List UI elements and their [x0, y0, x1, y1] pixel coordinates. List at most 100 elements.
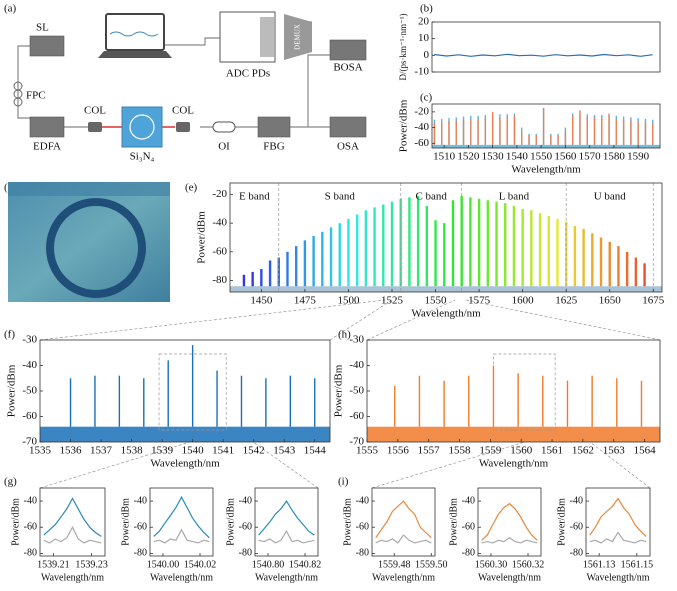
x-tick-label: 1600: [512, 295, 535, 307]
plot-frame: [39, 487, 106, 557]
y-tick-label: 10: [418, 32, 430, 44]
panel-label: (g): [4, 476, 17, 488]
y-tick-label: -80: [239, 548, 252, 559]
plot-frame: [585, 487, 651, 557]
plot-area: [375, 500, 432, 544]
y-tick-label: -80: [356, 548, 369, 559]
osa-box: [329, 116, 367, 138]
x-tick-label: 1650: [599, 295, 622, 307]
y-tick-label: -60: [462, 522, 475, 533]
series-line: [258, 500, 315, 536]
label: BOSA: [333, 62, 362, 74]
plot-area: [230, 195, 662, 292]
y-tick-label: -60: [356, 522, 369, 533]
plot-frame: [371, 487, 436, 557]
panel-label: (e): [185, 182, 198, 194]
x-tick-label: 1541: [212, 445, 234, 457]
x-tick-label: 1535: [29, 445, 52, 457]
x-tick-label: 1559.48: [378, 559, 411, 570]
x-tick-label: 1556: [387, 445, 410, 457]
x-tick-label: 1590: [627, 151, 650, 163]
plot-area: [434, 53, 653, 57]
series-line: [589, 497, 647, 537]
y-axis-label: Power/dBm: [448, 498, 459, 546]
y-tick-label: -60: [212, 245, 227, 257]
y-tick-label: -20: [414, 105, 429, 117]
chart-panel: -20 -40 -60 1510 1520 1530 1540 1550 1560 1570 158…: [398, 92, 661, 176]
label: COL: [172, 105, 194, 117]
y-axis-label: Power/dBm: [333, 364, 345, 417]
panel-label: (h): [338, 329, 351, 341]
plot-area: [481, 502, 538, 544]
y-tick-label: -60: [570, 522, 583, 533]
y-axis-label: Power/dBm: [342, 498, 353, 546]
x-tick-label: 1550: [425, 295, 448, 307]
x-tick-label: 1559.50: [415, 559, 448, 570]
label: Si₃N₄: [130, 151, 155, 163]
chip: [121, 106, 163, 148]
noise-floor: [230, 286, 662, 292]
bosa-box: [329, 39, 367, 61]
y-tick-label: -60: [414, 137, 429, 149]
series-line: [481, 502, 538, 541]
plot-area: [43, 497, 102, 544]
band-label: S band: [325, 191, 356, 203]
y-tick-label: -40: [24, 495, 37, 506]
laptop-screen: [105, 13, 165, 51]
fpc-coil: [13, 81, 23, 107]
y-tick-label: -60: [349, 410, 364, 422]
x-tick-label: 1562: [572, 445, 594, 457]
x-tick-label: 1540: [182, 445, 205, 457]
isolator: [212, 121, 236, 133]
plot-area: [367, 365, 660, 442]
plot-frame: [431, 21, 661, 73]
x-tick-label: 1625: [555, 295, 578, 307]
panel-label: (a): [4, 3, 17, 15]
band-label: L band: [499, 191, 530, 203]
x-tick-label: 1564: [634, 445, 657, 457]
x-tick-label: 1557: [418, 445, 441, 457]
ring: [129, 114, 155, 140]
series-line: [589, 531, 647, 544]
plot-area: [432, 107, 660, 148]
panel-label: (b): [420, 3, 433, 15]
y-tick-label: -50: [349, 385, 364, 397]
x-tick-label: 1580: [603, 151, 626, 163]
x-tick-label: 1675: [642, 295, 665, 307]
y-tick-label: -60: [24, 522, 37, 533]
series-line: [43, 497, 102, 537]
label: DEMUX: [294, 24, 302, 50]
x-tick-label: 1550: [530, 151, 553, 163]
y-tick-label: -60: [239, 522, 252, 533]
photodiodes: [260, 17, 274, 57]
y-tick-label: 20: [418, 16, 430, 28]
y-tick-label: -80: [134, 548, 147, 559]
y-axis-label: Power/dBm: [6, 364, 18, 417]
chart-panel: -40 -60 -80 1559.48 1559.50 Wavelength/nm Powe…: [338, 476, 448, 584]
band-label: U band: [594, 191, 627, 203]
x-tick-label: 1538: [121, 445, 144, 457]
x-tick-label: 1559: [479, 445, 502, 457]
series-line: [375, 500, 432, 539]
y-axis-label: D/(ps·km⁻¹·nm⁻¹): [398, 14, 408, 81]
y-axis-label: Power/dBm: [225, 498, 236, 546]
y-tick-label: -40: [570, 495, 583, 506]
micrograph: (d): [4, 182, 170, 302]
setup-diagram: (a) SL FPC EDFA COL Si₃N₄ COL OI FBG OSA…: [4, 3, 367, 163]
series-line: [153, 495, 210, 539]
x-tick-label: 1540.82: [289, 559, 322, 570]
panel-label: (f): [4, 329, 15, 341]
x-tick-label: 1539.23: [75, 559, 108, 570]
x-tick-label: 1560.32: [512, 559, 545, 570]
plot-frame: [477, 487, 542, 557]
zoom-box: [493, 353, 556, 431]
x-tick-label: 1544: [304, 445, 327, 457]
y-tick-label: -80: [570, 548, 583, 559]
series-line: [434, 53, 653, 57]
plot-area: [40, 345, 330, 442]
label: COL: [84, 105, 106, 117]
